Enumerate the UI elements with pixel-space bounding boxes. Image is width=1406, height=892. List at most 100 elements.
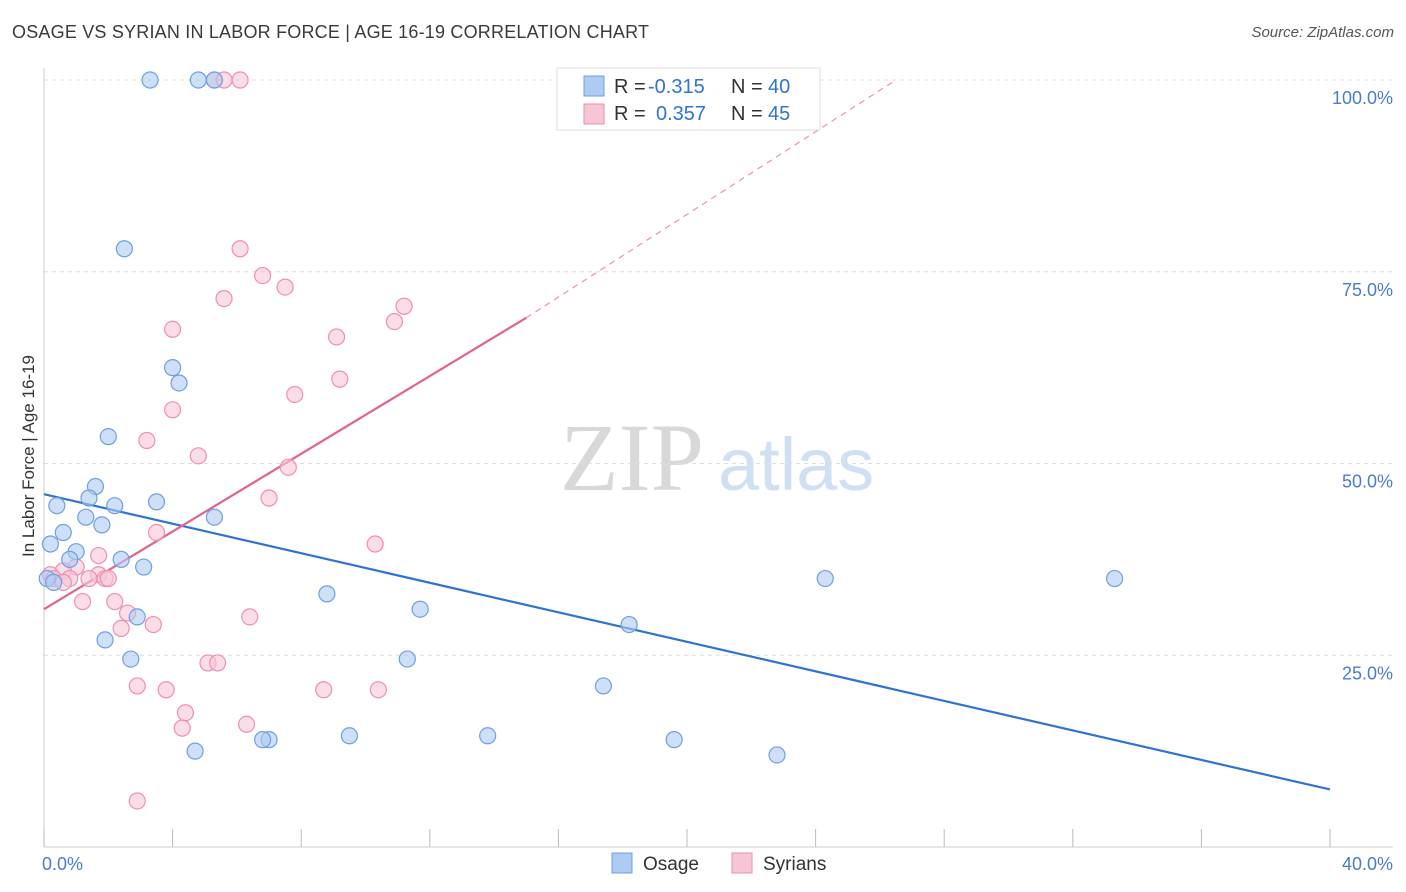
syrian-point xyxy=(231,240,249,258)
syrian-point xyxy=(237,715,256,733)
syrian-point xyxy=(99,569,117,588)
syrian-point xyxy=(80,569,98,588)
legend-syrian-n-value: 45 xyxy=(768,103,790,125)
legend-osage-r-value: -0.315 xyxy=(648,76,705,98)
syrian-point xyxy=(209,654,227,672)
syrian-point xyxy=(369,681,387,699)
syrian-point xyxy=(128,792,146,810)
osage-point xyxy=(99,428,117,446)
y-tick-label: 50.0% xyxy=(1342,472,1393,492)
bottom-legend: Osage Syrians xyxy=(611,852,826,875)
osage-point xyxy=(318,585,336,603)
syrian-point xyxy=(90,546,108,565)
osage-point xyxy=(93,516,111,534)
osage-point xyxy=(1105,569,1124,588)
osage-point xyxy=(122,650,140,668)
osage-point xyxy=(128,608,146,626)
syrian-point xyxy=(112,619,130,638)
axes xyxy=(43,68,1393,848)
legend-osage-r-label: R = xyxy=(614,76,646,98)
x-tick-label-min: 0.0% xyxy=(42,854,83,874)
syrian-point xyxy=(138,431,156,450)
bottom-legend-osage-label: Osage xyxy=(643,854,699,875)
osage-point xyxy=(106,497,124,515)
osage-point xyxy=(620,615,638,634)
osage-point xyxy=(135,558,153,576)
osage-point xyxy=(816,569,834,588)
x-tick-label-max: 40.0% xyxy=(1342,854,1393,874)
syrian-point xyxy=(176,704,195,722)
syrian-point xyxy=(144,615,162,634)
legend-syrian-r-value: 0.357 xyxy=(656,103,706,125)
osage-point xyxy=(80,489,98,507)
syrian-point xyxy=(147,523,166,542)
osage-point xyxy=(115,240,133,258)
osage-point xyxy=(170,374,188,392)
osage-point xyxy=(594,677,613,695)
watermark-atlas: atlas xyxy=(718,423,874,506)
syrian-point xyxy=(276,278,294,296)
osage-point xyxy=(77,508,95,526)
osage-point xyxy=(164,359,182,377)
y-tick-label: 75.0% xyxy=(1342,280,1393,300)
syrian-point xyxy=(157,681,175,699)
osage-point xyxy=(254,731,272,749)
syrian-point xyxy=(128,677,146,695)
watermark-zip: ZIP xyxy=(560,404,704,511)
osage-point xyxy=(398,650,416,668)
y-tick-label: 25.0% xyxy=(1342,663,1393,683)
chart-source: Source: ZipAtlas.com xyxy=(1251,24,1394,41)
osage-point xyxy=(186,742,204,760)
osage-point xyxy=(205,71,223,89)
syrian-point xyxy=(231,71,249,89)
syrian-point xyxy=(254,266,272,285)
osage-point xyxy=(112,550,130,568)
legend-osage-swatch xyxy=(583,75,605,97)
osage-point xyxy=(411,600,429,618)
legend-osage-n-value: 40 xyxy=(768,76,790,98)
y-tick-label: 100.0% xyxy=(1332,88,1393,108)
bottom-legend-syrian-label: Syrians xyxy=(763,854,826,875)
syrian-point xyxy=(279,458,297,476)
syrian-point xyxy=(286,385,304,404)
osage-point xyxy=(61,550,79,568)
syrian-point xyxy=(260,489,278,507)
osage-point xyxy=(141,71,159,89)
syrian-point xyxy=(331,370,349,388)
syrian-point xyxy=(215,289,233,308)
syrian-point xyxy=(385,313,404,331)
syrian-point xyxy=(241,608,259,626)
osage-point xyxy=(96,631,114,649)
osage-point xyxy=(48,497,66,515)
legend-osage-n-label: N = xyxy=(731,76,763,98)
osage-point xyxy=(41,535,60,553)
syrian-point xyxy=(173,719,191,737)
syrian-point xyxy=(395,297,413,315)
chart-title: OSAGE VS SYRIAN IN LABOR FORCE | AGE 16-… xyxy=(12,22,650,42)
legend-syrian-swatch xyxy=(583,103,605,125)
legend: R = -0.315 N = 40 R = 0.357 N = 45 xyxy=(556,67,821,131)
osage-point xyxy=(205,508,223,526)
bottom-legend-syrian-swatch xyxy=(731,852,753,874)
legend-syrian-r-label: R = xyxy=(614,103,646,125)
syrian-point xyxy=(366,535,384,553)
syrian-point xyxy=(106,592,124,611)
osage-point xyxy=(665,731,683,749)
osage-point xyxy=(54,523,72,542)
syrian-trend-extension xyxy=(525,79,897,319)
bottom-legend-osage-swatch xyxy=(611,852,633,874)
y-axis-title: In Labor Force | Age 16-19 xyxy=(19,355,38,557)
syrian-point xyxy=(73,592,92,611)
syrian-point xyxy=(164,320,182,338)
grid-lines xyxy=(44,79,1393,656)
osage-point xyxy=(45,573,63,591)
y-tick-labels: 25.0% 50.0% 75.0% 100.0% xyxy=(1332,88,1393,683)
osage-point xyxy=(479,727,497,745)
syrian-point xyxy=(315,681,333,699)
osage-trend-line xyxy=(43,493,1331,791)
osage-point xyxy=(147,493,166,511)
syrian-point xyxy=(327,328,346,346)
osage-point xyxy=(189,71,207,89)
legend-syrian-n-label: N = xyxy=(731,103,763,125)
